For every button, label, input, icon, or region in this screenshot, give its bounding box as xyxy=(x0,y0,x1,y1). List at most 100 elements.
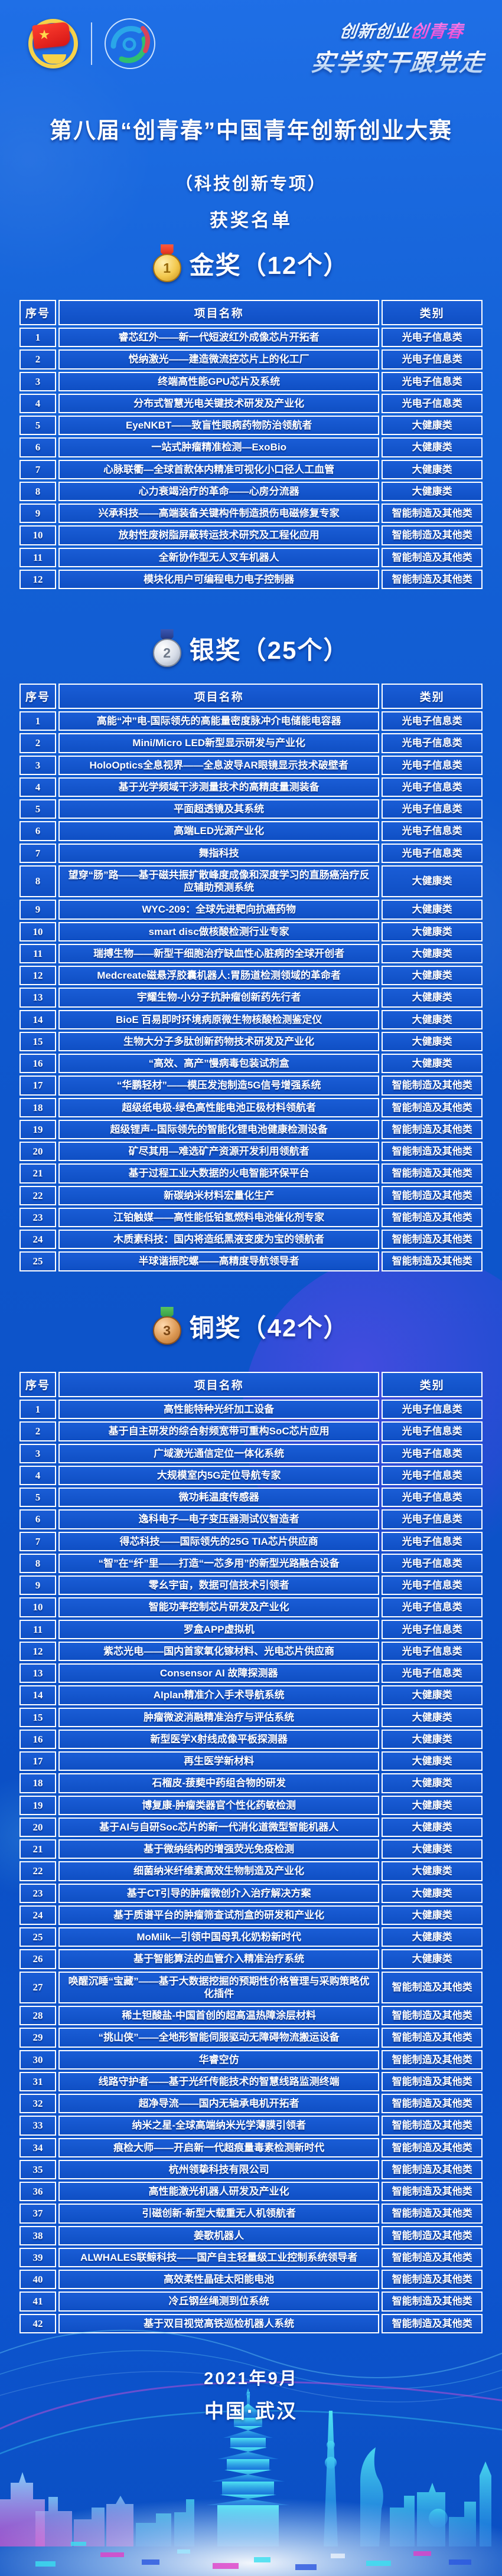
table-row: 6 高端LED光源产业化 光电子信息类 xyxy=(19,821,483,841)
project-category: 光电子信息类 xyxy=(382,1443,483,1463)
row-index: 33 xyxy=(19,2116,57,2136)
project-name: 基于智能算法的血管介入精准治疗系统 xyxy=(58,1949,380,1969)
row-index: 12 xyxy=(19,569,57,589)
medal-number: 1 xyxy=(163,260,171,276)
table-row: 6 一站式肿瘤精准检测—ExoBio 大健康类 xyxy=(19,437,483,457)
project-name: “智”在“纤”里——打造“一芯多用”的新型光路融合设备 xyxy=(58,1553,380,1573)
project-category: 光电子信息类 xyxy=(382,843,483,863)
table-row: 22 新碳纳米材料宏量化生产 智能制造及其他类 xyxy=(19,1185,483,1205)
table-row: 16 “高效、高产”慢病毒包装试剂盒 大健康类 xyxy=(19,1054,483,1074)
table-row: 26 基于智能算法的血管介入精准治疗系统 大健康类 xyxy=(19,1949,483,1969)
row-index: 38 xyxy=(19,2225,57,2245)
table-row: 40 高效柔性晶硅太阳能电池 智能制造及其他类 xyxy=(19,2270,483,2290)
project-name: HoloOptics全息视界——全息波导AR眼镜显示技术破壁者 xyxy=(58,755,380,775)
project-category: 光电子信息类 xyxy=(382,1663,483,1683)
project-name: 兴承科技——高端装备关键构件制造损伤电磁修复专家 xyxy=(58,504,380,524)
project-name: 微功耗温度传感器 xyxy=(58,1488,380,1508)
emblem-ring xyxy=(28,19,78,68)
project-name: 唤醒沉睡“宝藏”——基于大数据挖掘的预期性价格管理与采购策略优化插件 xyxy=(58,1971,380,2003)
communist-youth-league-emblem-icon xyxy=(25,15,82,72)
row-index: 8 xyxy=(19,481,57,501)
project-category: 智能制造及其他类 xyxy=(382,2006,483,2026)
table-row: 38 姜歌机器人 智能制造及其他类 xyxy=(19,2225,483,2245)
table-row: 2 Mini/Micro LED新型显示研发与产业化 光电子信息类 xyxy=(19,733,483,753)
table-row: 42 基于双目视觉高铁巡检机器人系统 智能制造及其他类 xyxy=(19,2313,483,2333)
project-category: 智能制造及其他类 xyxy=(382,2137,483,2157)
row-index: 16 xyxy=(19,1054,57,1074)
project-category: 光电子信息类 xyxy=(382,1465,483,1485)
project-category: 智能制造及其他类 xyxy=(382,2028,483,2048)
project-category: 大健康类 xyxy=(382,1729,483,1749)
medal-disc: 1 xyxy=(152,254,181,282)
city-skyline-graphic xyxy=(0,2329,502,2576)
project-name: 超净导流——国内无轴承电机开拓者 xyxy=(58,2094,380,2114)
project-name: 高能“冲”电-国际领先的高能量密度脉冲介电储能电容器 xyxy=(58,711,380,731)
table-row: 24 木质素科技：国内将造纸黑液变废为宝的领航者 智能制造及其他类 xyxy=(19,1230,483,1250)
project-category: 光电子信息类 xyxy=(382,711,483,731)
row-index: 5 xyxy=(19,416,57,436)
chuangqingchun-competition-logo-icon xyxy=(102,15,158,72)
row-index: 41 xyxy=(19,2291,57,2312)
row-index: 36 xyxy=(19,2182,57,2202)
table-row: 5 微功耗温度传感器 光电子信息类 xyxy=(19,1488,483,1508)
project-name: 高性能特种光纤加工设备 xyxy=(58,1400,380,1420)
table-row: 1 睿芯红外——新一代短波红外成像芯片开拓者 光电子信息类 xyxy=(19,328,483,348)
project-category: 智能制造及其他类 xyxy=(382,2204,483,2224)
table-row: 6 逸科电子—电子变压器测试仪智造者 光电子信息类 xyxy=(19,1509,483,1529)
project-name: 基于自主研发的综合射频宽带可重构SoC芯片应用 xyxy=(58,1421,380,1441)
project-name: 高性能激光机器人研发及产业化 xyxy=(58,2182,380,2202)
table-row: 24 基于质谱平台的肿瘤筛查试剂盒的研发和产业化 大健康类 xyxy=(19,1905,483,1925)
bronze-award-table: 序号 项目名称 类别 1 高性能特种光纤加工设备 光电子信息类 2 基于自主研发的综合射… xyxy=(17,1369,485,2336)
project-name: 紫芯光电——国内首家氧化镓材料、光电芯片供应商 xyxy=(58,1641,380,1661)
row-index: 29 xyxy=(19,2028,57,2048)
project-name: ALWHALES联鲸科技——国产自主轻量级工业控制系统领导者 xyxy=(58,2247,380,2267)
project-category: 光电子信息类 xyxy=(382,393,483,413)
project-name: 心脉联衢—全球首款体内精准可视化小口径人工血管 xyxy=(58,459,380,479)
project-name: smart disc做核酸检测行业专家 xyxy=(58,921,380,942)
project-category: 智能制造及其他类 xyxy=(382,547,483,567)
project-category: 大健康类 xyxy=(382,1839,483,1859)
project-name: 一站式肿瘤精准检测—ExoBio xyxy=(58,437,380,457)
row-index: 22 xyxy=(19,1185,57,1205)
row-index: 32 xyxy=(19,2094,57,2114)
row-index: 17 xyxy=(19,1075,57,1096)
row-index: 23 xyxy=(19,1883,57,1903)
project-name: 宇耀生物-小分子抗肿瘤创新药先行者 xyxy=(58,988,380,1008)
project-name: 舞指科技 xyxy=(58,843,380,863)
project-name: 再生医学新材料 xyxy=(58,1751,380,1771)
column-header-name: 项目名称 xyxy=(58,1372,380,1397)
project-name: 分布式智慧光电关键技术研发及产业化 xyxy=(58,393,380,413)
project-category: 大健康类 xyxy=(382,1773,483,1793)
project-name: 半球谐振陀螺——高精度导航领导者 xyxy=(58,1251,380,1271)
project-category: 智能制造及其他类 xyxy=(382,1230,483,1250)
row-index: 20 xyxy=(19,1817,57,1837)
slogan-part2: 创青春 xyxy=(409,22,465,41)
row-index: 11 xyxy=(19,1619,57,1639)
bronze-table-wrap: 序号 项目名称 类别 1 高性能特种光纤加工设备 光电子信息类 2 基于自主研发的综合射… xyxy=(17,1369,485,2336)
project-category: 大健康类 xyxy=(382,1707,483,1727)
project-name: 冷丘钢丝绳测到位系统 xyxy=(58,2291,380,2312)
project-category: 智能制造及其他类 xyxy=(382,2270,483,2290)
project-category: 大健康类 xyxy=(382,966,483,986)
table-row: 18 超级纸电极-绿色高性能电池正极材料领航者 智能制造及其他类 xyxy=(19,1097,483,1117)
column-header-no: 序号 xyxy=(19,300,57,325)
row-index: 20 xyxy=(19,1142,57,1162)
project-category: 智能制造及其他类 xyxy=(382,2159,483,2179)
logo-group xyxy=(25,15,158,72)
table-row: 32 超净导流——国内无轴承电机开拓者 智能制造及其他类 xyxy=(19,2094,483,2114)
column-header-category: 类别 xyxy=(382,1372,483,1397)
table-row: 13 宇耀生物-小分子抗肿瘤创新药先行者 大健康类 xyxy=(19,988,483,1008)
project-category: 智能制造及其他类 xyxy=(382,525,483,545)
project-name: 华睿空仿 xyxy=(58,2049,380,2070)
bronze-section-heading: 3 铜奖（42个） xyxy=(0,1307,502,1345)
row-index: 24 xyxy=(19,1905,57,1925)
row-index: 2 xyxy=(19,1421,57,1441)
gold-award-table: 序号 项目名称 类别 1 睿芯红外——新一代短波红外成像芯片开拓者 光电子信息类 2 悦… xyxy=(17,298,485,591)
row-index: 1 xyxy=(19,328,57,348)
project-name: Mini/Micro LED新型显示研发与产业化 xyxy=(58,733,380,753)
project-category: 智能制造及其他类 xyxy=(382,1185,483,1205)
row-index: 27 xyxy=(19,1971,57,2003)
project-name: 睿芯红外——新一代短波红外成像芯片开拓者 xyxy=(58,328,380,348)
project-category: 光电子信息类 xyxy=(382,821,483,841)
row-index: 42 xyxy=(19,2313,57,2333)
